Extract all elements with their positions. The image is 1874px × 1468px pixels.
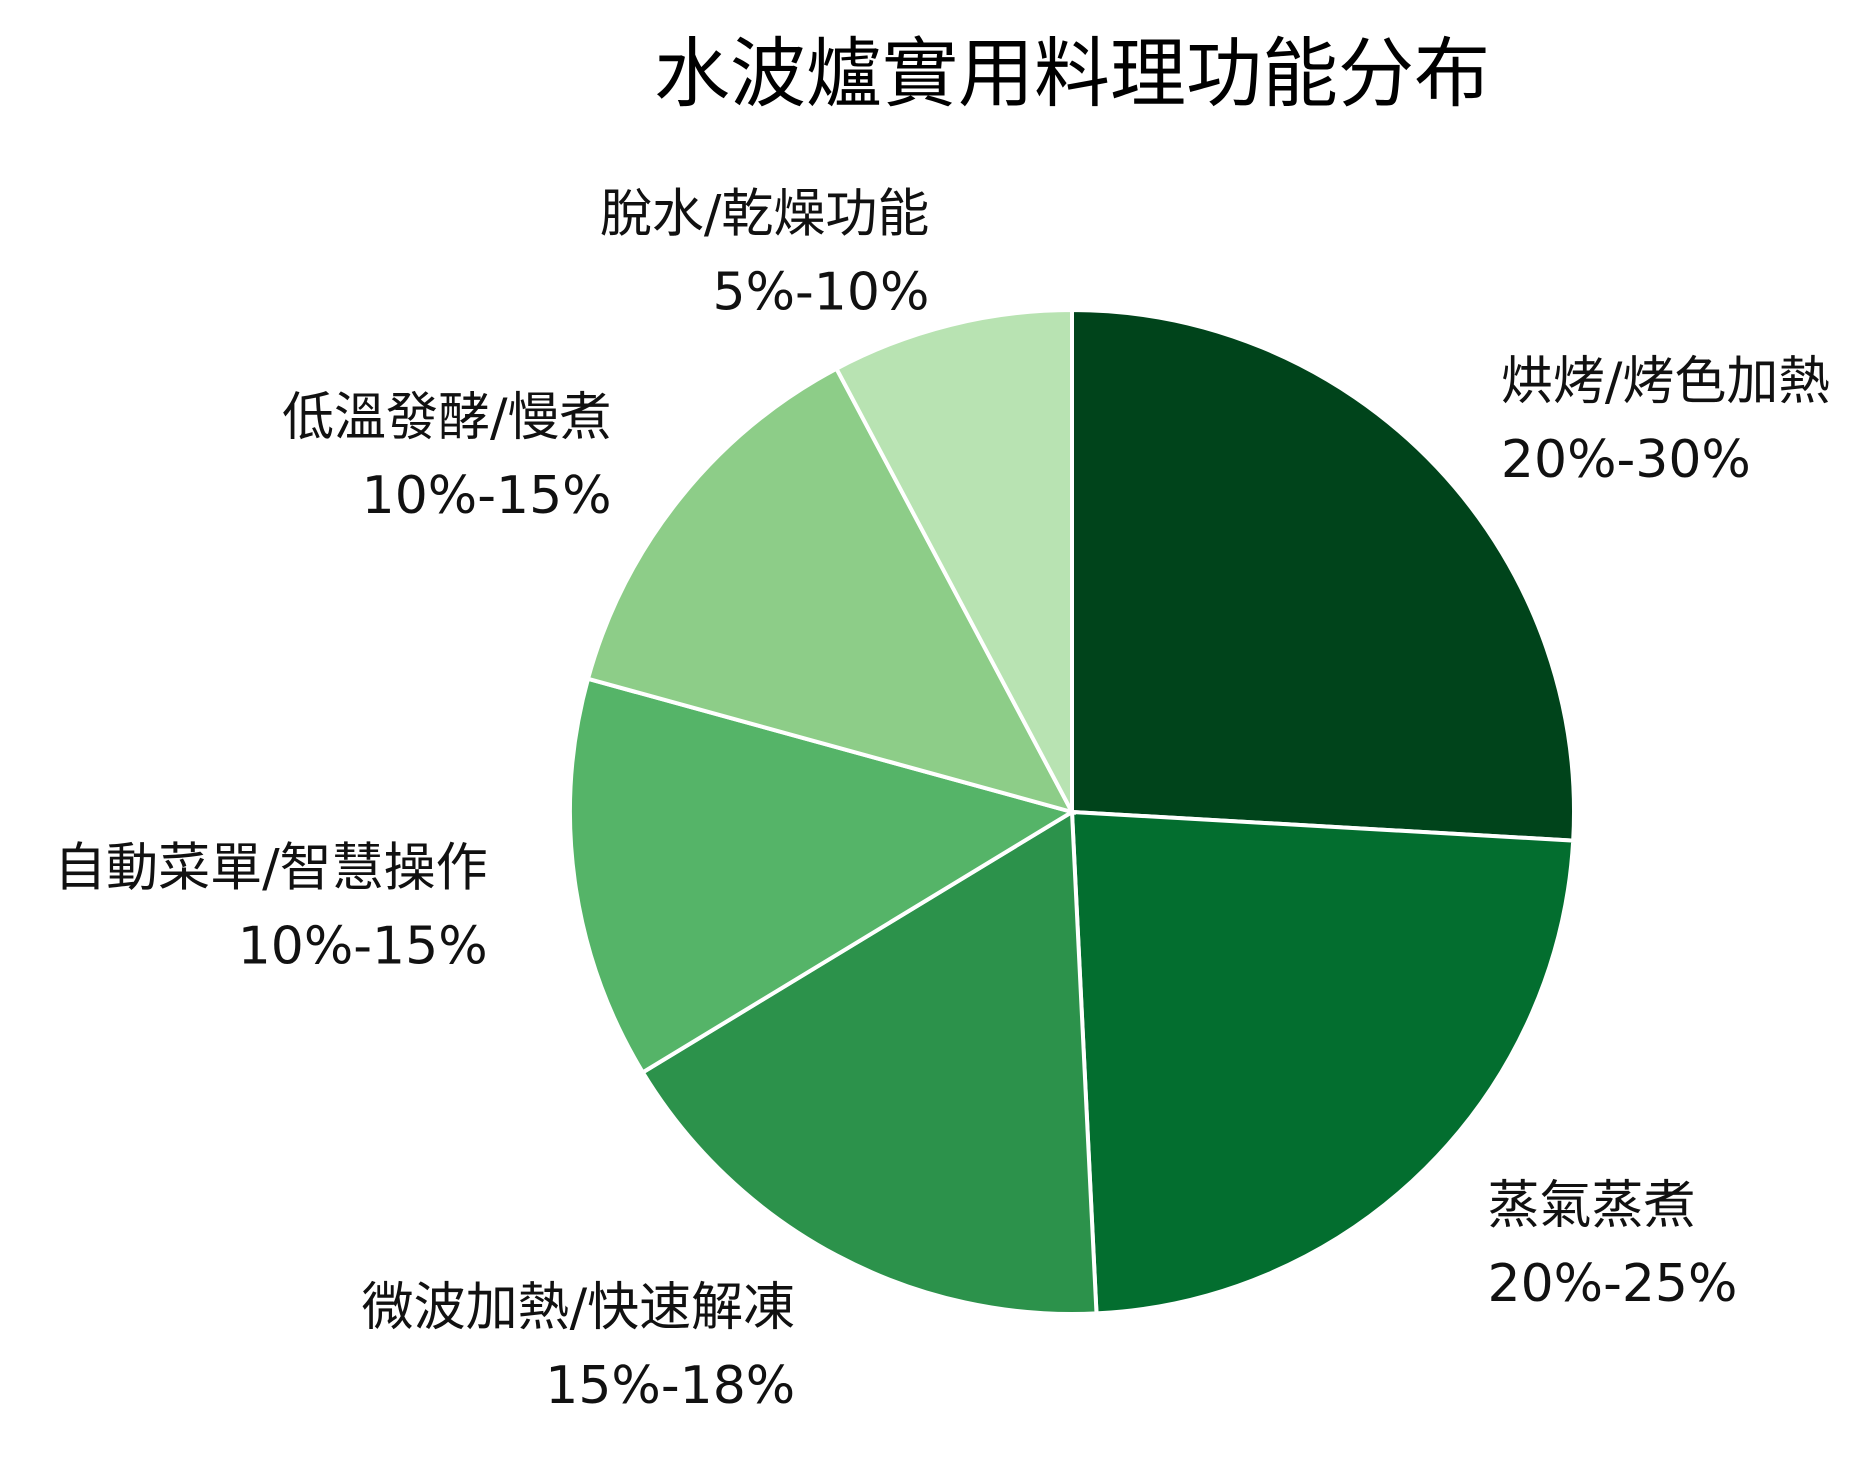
slice-category-label-1: 烘烤/烤色加熱 [1501,352,1831,412]
pie-slice-5 [585,365,1076,816]
slice-category-label-6: 脫水/乾燥功能 [600,184,930,244]
slice-range-label-3: 15%-18% [545,1356,795,1416]
pie-slice-4 [568,676,1078,1076]
slice-range-label-1: 20%-30% [1501,430,1751,490]
pie-slices [568,307,1576,1316]
pie-slice-1 [1070,307,1576,843]
pie-slice-6 [833,307,1074,813]
slice-range-label-6: 5%-10% [713,262,930,322]
slice-category-label-2: 蒸氣蒸煮 [1487,1176,1695,1236]
chart-title: 水波爐實用料理功能分布 [654,29,1490,118]
pie-slice-3 [640,808,1099,1316]
pie-labels: 烘烤/烤色加熱 20%-30% 蒸氣蒸煮 20%-25% 微波加熱/快速解凍 15%-18… [54,184,1830,1416]
pie-slice-2 [1069,809,1576,1316]
slice-category-label-4: 自動菜單/智慧操作 [54,838,488,898]
slice-range-label-5: 10%-15% [362,466,612,526]
slice-category-label-5: 低溫發酵/慢煮 [282,388,612,448]
slice-category-label-3: 微波加熱/快速解凍 [362,1278,796,1338]
slice-range-label-2: 20%-25% [1487,1254,1737,1314]
slice-range-label-4: 10%-15% [238,916,488,976]
